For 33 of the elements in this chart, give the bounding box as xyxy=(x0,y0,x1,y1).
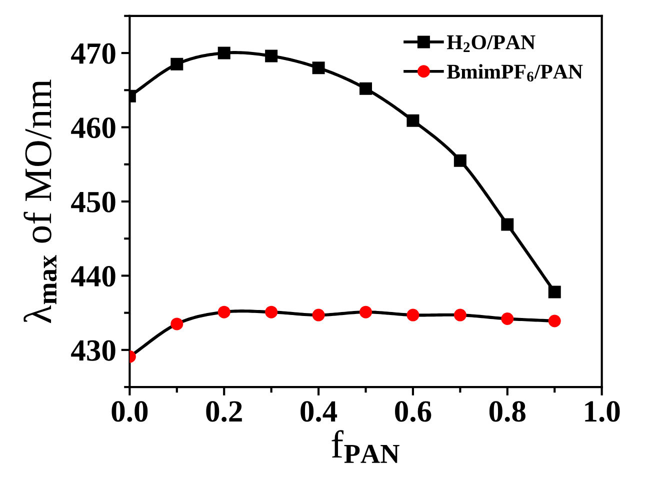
point xyxy=(360,82,372,95)
x-tick-label: 0.2 xyxy=(206,401,242,422)
y-tick-label: 450 xyxy=(71,192,116,212)
x-tick-label: 0.4 xyxy=(300,401,338,422)
point xyxy=(360,306,372,318)
point xyxy=(406,308,420,322)
y-tick-label: 460 xyxy=(71,118,116,138)
point xyxy=(265,306,278,318)
y-tick-label: 470 xyxy=(71,43,116,64)
point xyxy=(312,308,325,322)
point xyxy=(548,286,561,298)
point xyxy=(454,308,466,322)
x-tick-label: 0.0 xyxy=(112,401,148,422)
x-tick-label: 0.6 xyxy=(395,401,432,422)
point xyxy=(454,154,466,167)
point xyxy=(312,62,325,74)
point xyxy=(406,114,420,127)
point xyxy=(548,314,561,328)
y-axis-title: λ$_{max}$ of MO/nm xyxy=(24,80,57,323)
point xyxy=(265,50,278,62)
y-tick-label: 430 xyxy=(71,340,116,361)
point xyxy=(170,318,184,330)
point xyxy=(218,46,230,60)
point xyxy=(170,58,184,70)
x-tick-label: 1.0 xyxy=(585,401,620,422)
x-axis-title: f$_{PAN}$ xyxy=(332,430,400,463)
point xyxy=(218,306,230,318)
legend-label: H$_{2}$O/PAN xyxy=(446,35,536,52)
point xyxy=(501,218,514,231)
point xyxy=(501,312,514,326)
legend-label: BmimPF$_{6}$/PAN xyxy=(446,64,583,82)
x-tick-label: 0.8 xyxy=(489,401,526,422)
y-tick-label: 440 xyxy=(71,266,116,287)
